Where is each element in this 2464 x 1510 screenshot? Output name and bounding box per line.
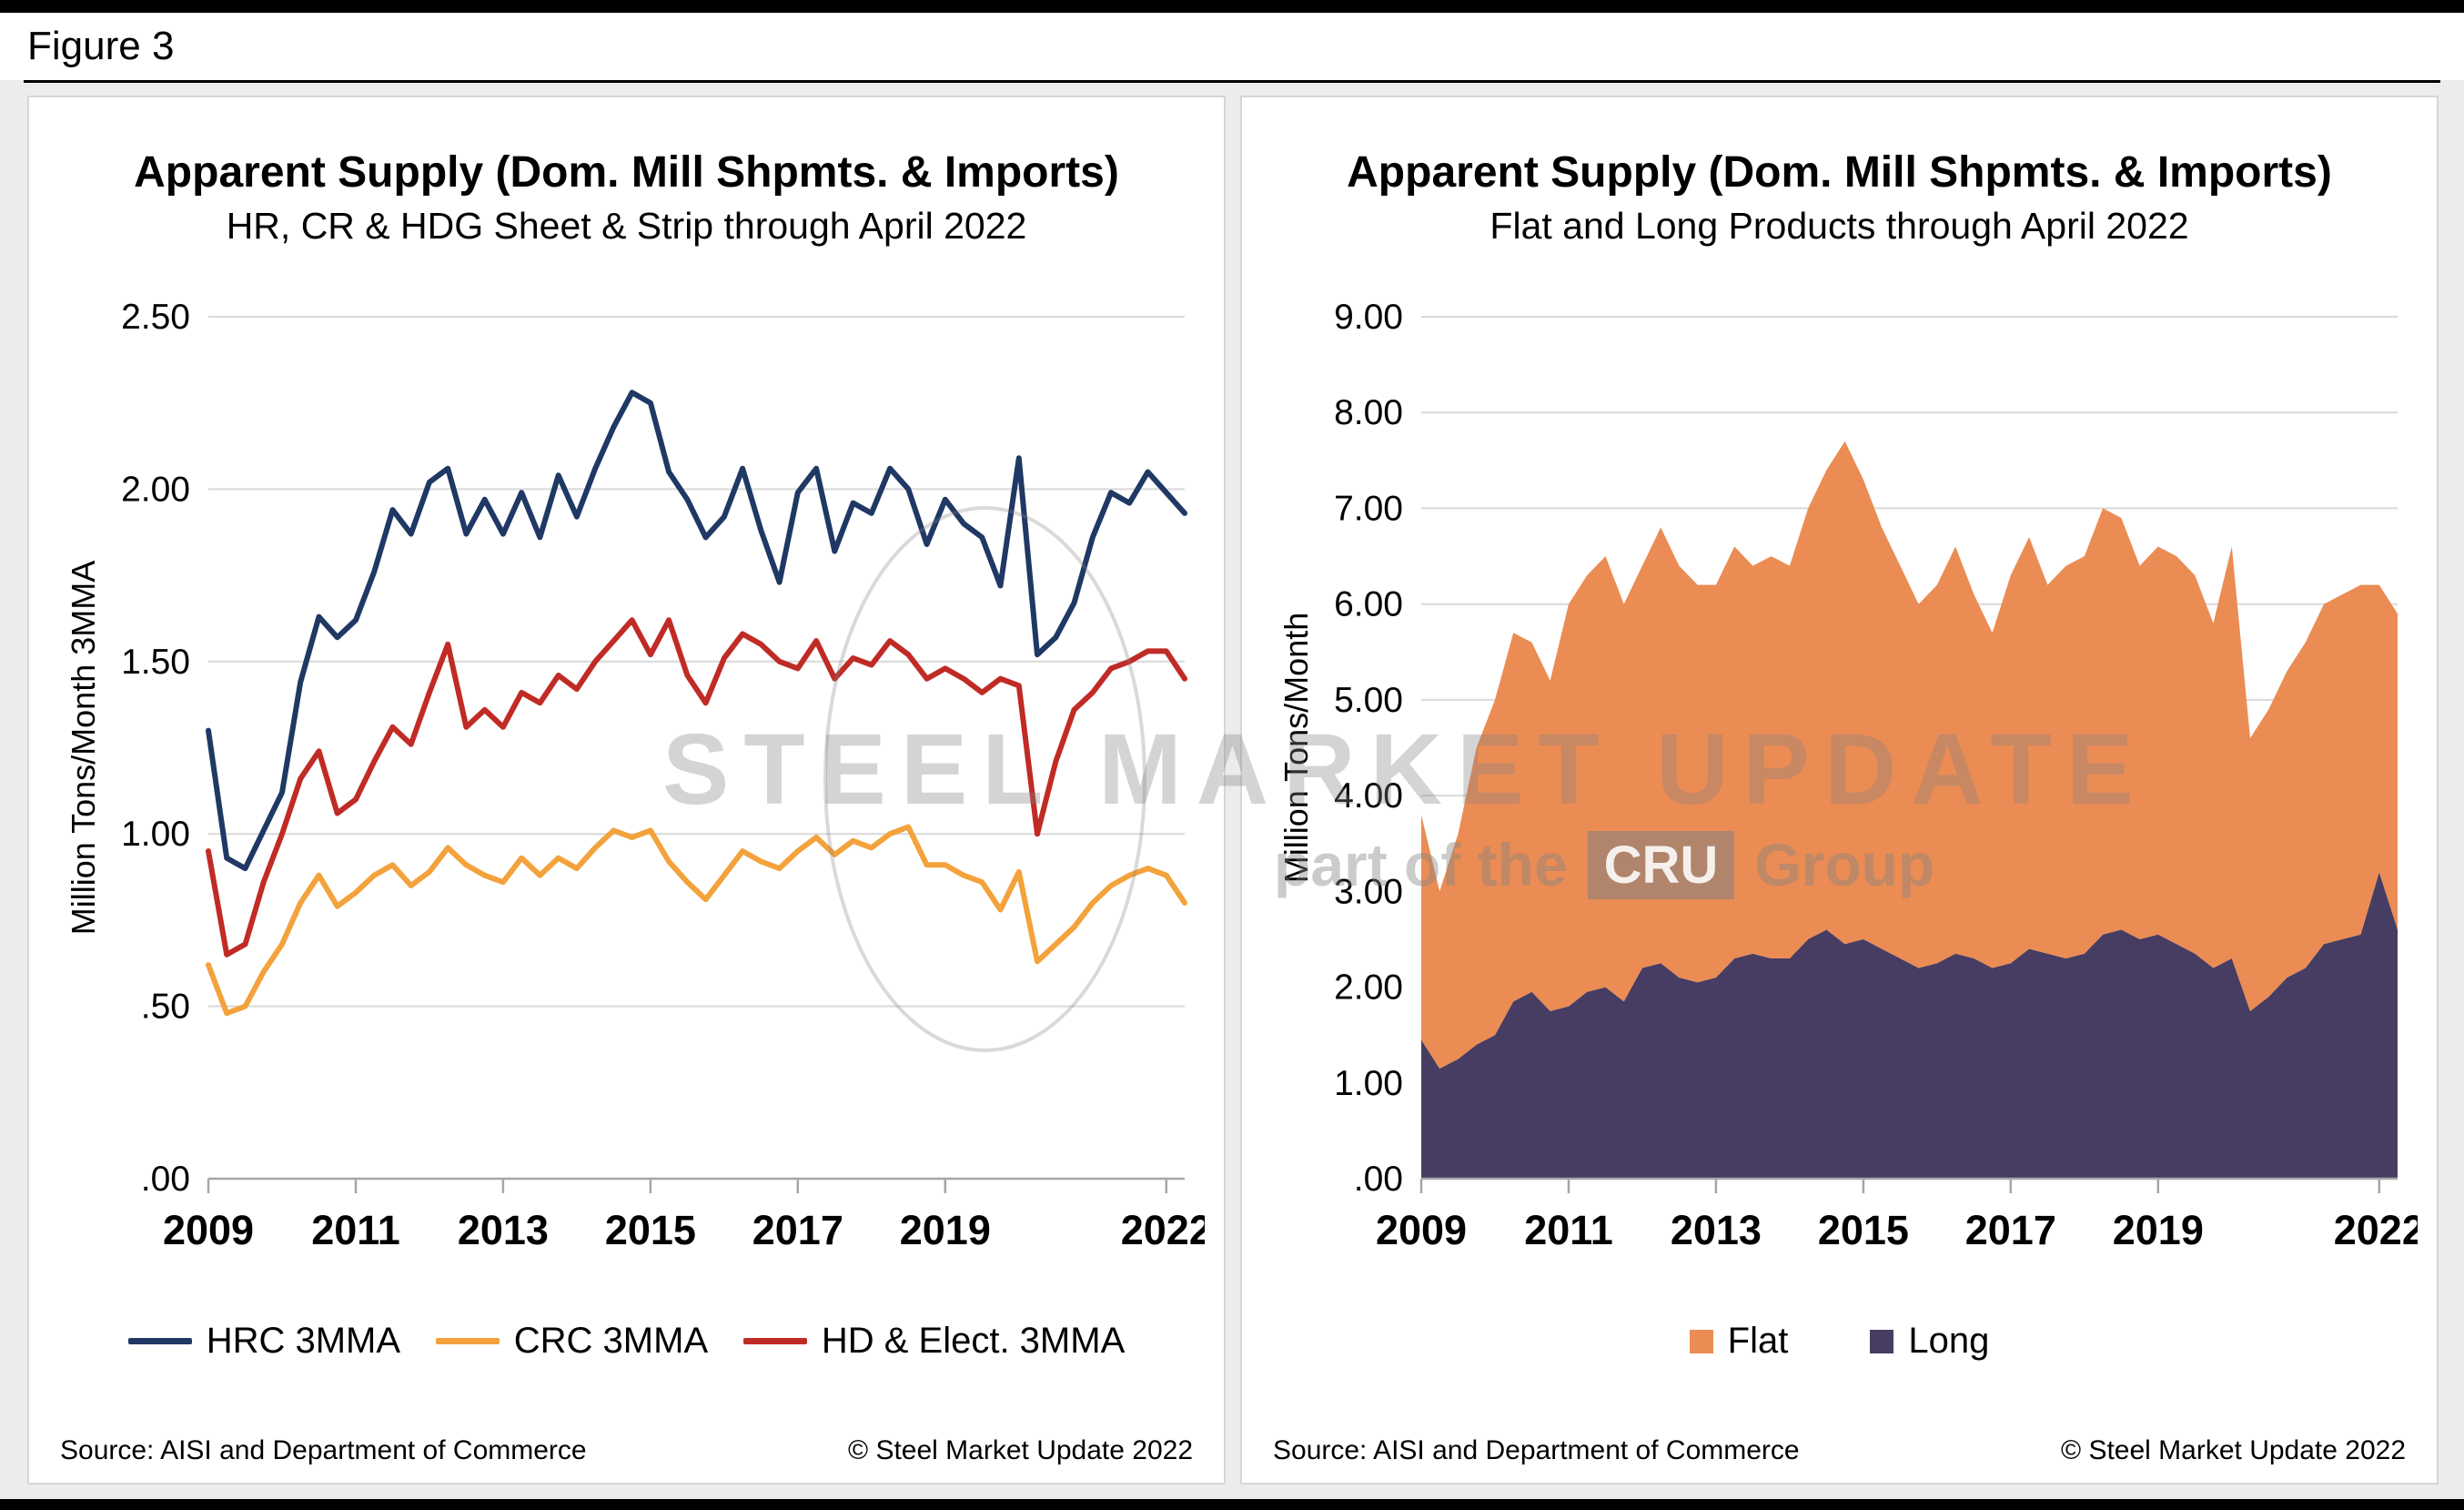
svg-text:2015: 2015	[1817, 1207, 1908, 1253]
hrc-line-swatch	[127, 1338, 192, 1344]
legend-item-hd-elect: HD & Elect. 3MMA	[742, 1321, 1126, 1362]
legend-item-flat: Flat	[1689, 1321, 1789, 1362]
figure-label: Figure 3	[27, 24, 175, 68]
svg-text:6.00: 6.00	[1334, 585, 1403, 624]
right-copyright-text: © Steel Market Update 2022	[2061, 1435, 2406, 1465]
svg-text:2017: 2017	[752, 1207, 843, 1253]
svg-text:2013: 2013	[457, 1207, 548, 1253]
svg-text:2011: 2011	[1524, 1207, 1613, 1253]
area-chart-flat-long: .00 1.00 2.00 3.00 4.00 5.00 6.00 7.00 8.00 9.00 2…	[1277, 298, 2418, 1253]
right-chart-footer: Source: AISI and Department of Commerce …	[1273, 1435, 2406, 1466]
svg-text:2013: 2013	[1670, 1207, 1761, 1253]
svg-text:2011: 2011	[311, 1207, 400, 1253]
svg-text:1.00: 1.00	[121, 815, 190, 854]
svg-text:4.00: 4.00	[1334, 776, 1403, 816]
svg-text:2022: 2022	[1120, 1207, 1204, 1253]
line-chart-sheet-strip: .00 .50 1.00 1.50 2.00 2.50 2009 2011 2013 2015 20…	[65, 298, 1205, 1253]
long-area-swatch	[1870, 1329, 1894, 1353]
flat-legend-label: Flat	[1727, 1321, 1789, 1361]
header-rule	[24, 80, 2440, 83]
svg-text:2009: 2009	[162, 1207, 253, 1253]
right-chart-legend: Flat Long	[1242, 1321, 2437, 1362]
svg-text:.00: .00	[140, 1160, 189, 1199]
svg-text:9.00: 9.00	[1334, 298, 1403, 337]
svg-text:2015: 2015	[604, 1207, 695, 1253]
left-chart-legend: HRC 3MMA CRC 3MMA HD & Elect. 3MMA	[29, 1321, 1224, 1362]
svg-text:5.00: 5.00	[1334, 681, 1403, 720]
flat-long-chart-panel: Apparent Supply (Dom. Mill Shpmts. & Imp…	[1240, 96, 2439, 1485]
svg-text:7.00: 7.00	[1334, 489, 1403, 528]
svg-text:.50: .50	[140, 988, 189, 1027]
right-chart-subtitle: Flat and Long Products through April 202…	[1490, 205, 2189, 247]
svg-text:2.00: 2.00	[1334, 968, 1403, 1008]
svg-text:2017: 2017	[1964, 1207, 2055, 1253]
left-copyright-text: © Steel Market Update 2022	[848, 1435, 1193, 1465]
svg-text:1.00: 1.00	[1334, 1064, 1403, 1103]
hd-elect-legend-label: HD & Elect. 3MMA	[821, 1321, 1126, 1361]
svg-text:8.00: 8.00	[1334, 393, 1403, 432]
svg-text:2019: 2019	[2112, 1207, 2203, 1253]
left-chart-footer: Source: AISI and Department of Commerce …	[60, 1435, 1193, 1466]
long-legend-label: Long	[1908, 1321, 1990, 1361]
svg-text:Million Tons/Month: Million Tons/Month	[1277, 613, 1315, 883]
crc-legend-label: CRC 3MMA	[513, 1321, 709, 1361]
legend-item-crc: CRC 3MMA	[435, 1321, 709, 1362]
svg-text:3.00: 3.00	[1334, 872, 1403, 911]
left-source-text: Source: AISI and Department of Commerce	[60, 1435, 587, 1465]
sheet-strip-chart-panel: Apparent Supply (Dom. Mill Shpmts. & Imp…	[27, 96, 1226, 1485]
svg-text:Million Tons/Month 3MMA: Million Tons/Month 3MMA	[65, 561, 102, 936]
left-chart-subtitle: HR, CR & HDG Sheet & Strip through April…	[226, 205, 1027, 247]
svg-text:.00: .00	[1353, 1160, 1402, 1199]
flat-area-swatch	[1689, 1329, 1713, 1353]
hd-elect-line-swatch	[742, 1338, 807, 1344]
right-chart-title: Apparent Supply (Dom. Mill Shpmts. & Imp…	[1347, 148, 2332, 197]
svg-text:2009: 2009	[1375, 1207, 1466, 1253]
hrc-legend-label: HRC 3MMA	[206, 1321, 401, 1361]
crc-line-swatch	[435, 1338, 500, 1344]
top-border	[0, 0, 2464, 13]
left-chart-title: Apparent Supply (Dom. Mill Shpmts. & Imp…	[134, 148, 1119, 197]
bottom-border	[0, 1499, 2464, 1510]
svg-text:2.00: 2.00	[121, 470, 190, 509]
legend-item-hrc: HRC 3MMA	[127, 1321, 401, 1362]
svg-text:2.50: 2.50	[121, 298, 190, 337]
right-source-text: Source: AISI and Department of Commerce	[1273, 1435, 1800, 1465]
legend-item-long: Long	[1870, 1321, 1989, 1362]
chart-panels-row: Apparent Supply (Dom. Mill Shpmts. & Imp…	[0, 83, 2464, 1499]
figure-header: Figure 3	[0, 13, 2464, 80]
svg-text:2022: 2022	[2333, 1207, 2417, 1253]
svg-text:2019: 2019	[899, 1207, 990, 1253]
svg-text:1.50: 1.50	[121, 643, 190, 682]
